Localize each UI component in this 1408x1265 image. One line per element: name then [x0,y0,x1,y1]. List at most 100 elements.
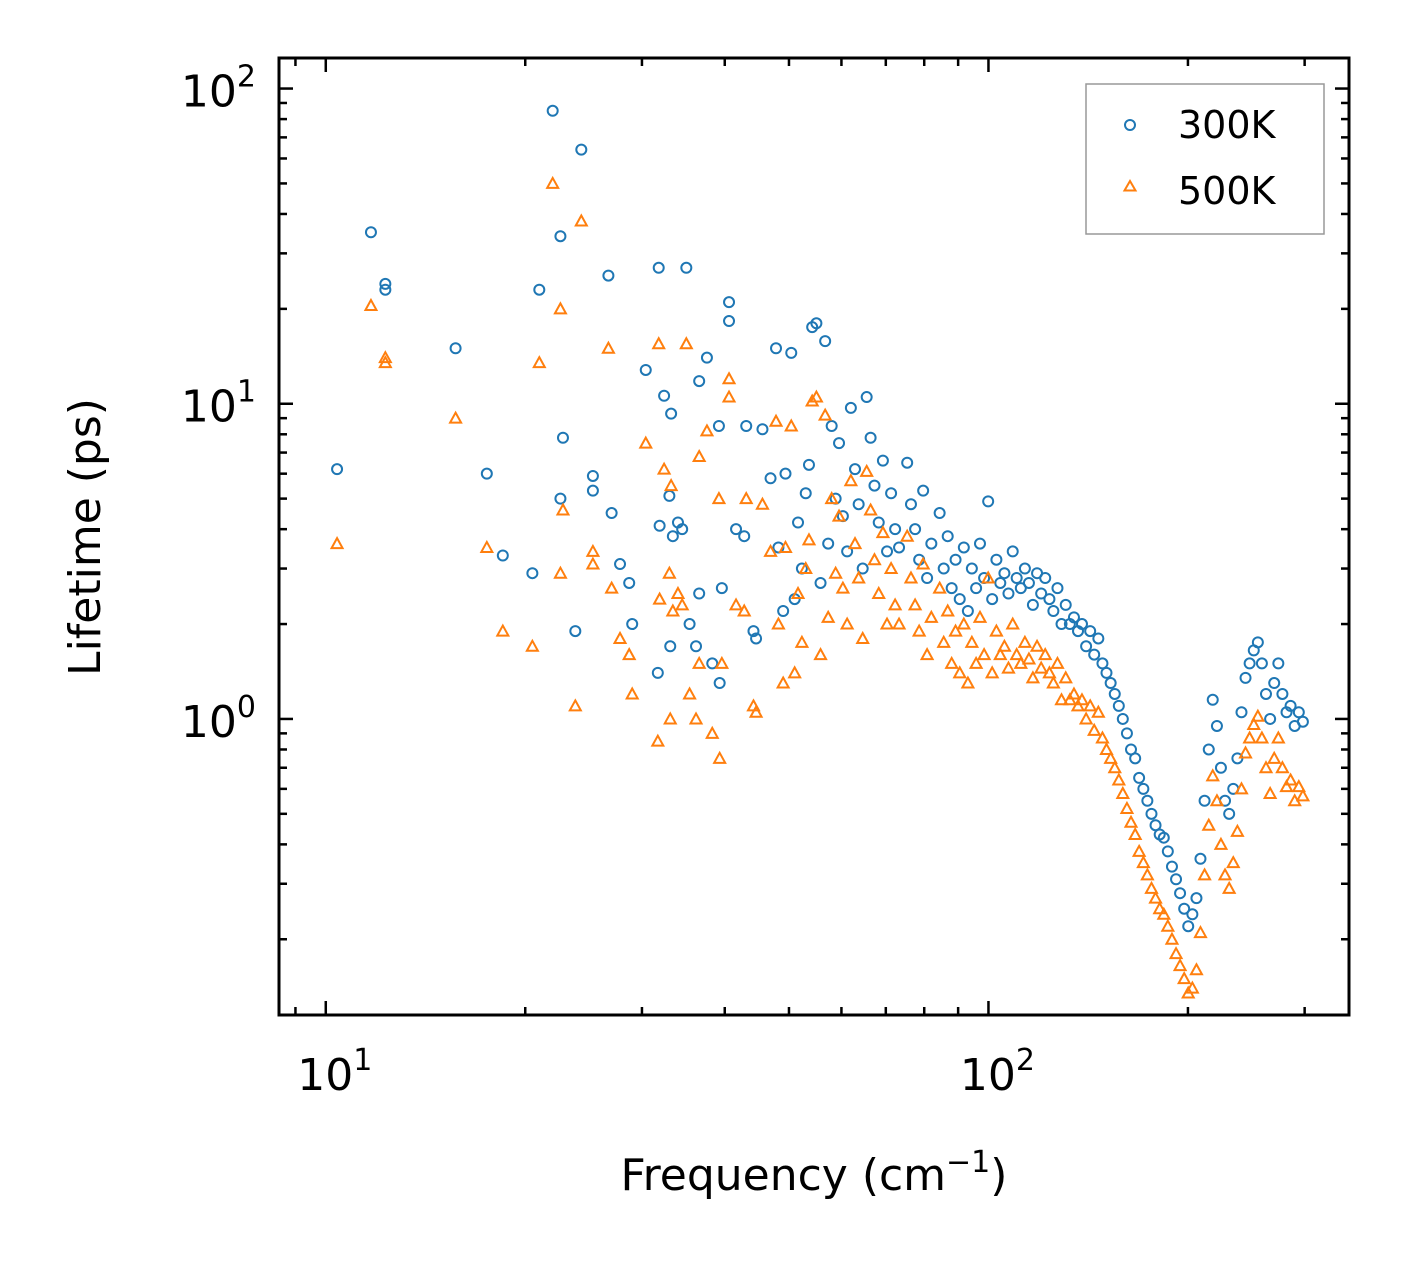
data-point-300k [756,423,769,436]
data-point-500k [1221,880,1237,894]
data-point-500k [670,585,686,600]
data-point-300k [1259,687,1272,700]
data-point-300k [961,605,974,618]
data-point-500k [1087,722,1102,736]
data-point-300k [1251,636,1264,649]
data-point-300k [1243,657,1256,670]
data-point-500k [794,634,810,648]
data-point-500k [1111,772,1127,786]
data-point-300k [1202,743,1215,756]
legend-500k-marker [1122,179,1138,192]
data-point-500k [1119,800,1135,814]
data-point-300k [1055,618,1068,631]
data-point-500k [839,616,855,630]
data-point-300k [1235,706,1248,719]
data-point-300k [480,467,493,480]
data-point-500k [363,297,379,311]
data-point-300k [569,625,582,638]
data-point-300k [779,467,792,480]
data-point-500k [1164,931,1180,945]
data-point-500k [674,597,690,611]
data-point-500k [1160,918,1176,932]
data-point-500k [712,750,727,764]
data-point-300k [819,335,832,348]
data-point-500k [1250,708,1266,722]
data-point-300k [750,632,763,645]
data-point-500k [1291,779,1307,793]
data-point-300k [556,431,569,444]
data-point-300k [885,487,898,500]
data-point-500k [944,655,959,669]
data-point-300k [1092,632,1105,645]
data-point-500k [1038,647,1053,661]
data-point-500k [790,585,806,600]
data-point-300k [949,553,962,566]
data-point-500k [863,502,878,516]
data-point-300k [1264,712,1277,725]
data-point-500k [976,647,992,661]
data-point-500k [688,711,704,725]
data-point-300k [586,484,599,497]
data-point-300k [1145,807,1158,820]
data-point-500k [784,418,799,432]
data-point-300k [937,562,950,575]
x-axis-title-close: ) [990,1150,1007,1201]
data-point-500k [903,570,919,584]
data-point-500k [1058,670,1073,684]
data-point-500k [699,423,715,437]
data-point-300k [849,463,862,476]
data-point-500k [1005,616,1020,630]
data-point-500k [691,655,707,669]
legend-300k-label: 300K [1178,103,1277,147]
data-point-500k [622,647,637,661]
data-point-300k [777,605,790,618]
data-point-300k [764,472,777,485]
data-point-300k [1108,687,1121,700]
data-point-500k [1103,750,1118,764]
data-point-300k [1239,671,1252,684]
data-point-500k [1217,867,1233,881]
data-point-300k [586,469,599,482]
data-point-500k [663,711,678,725]
data-point-300k [449,342,462,355]
data-point-300k [973,537,986,550]
data-point-500k [1193,924,1208,939]
data-point-300k [1268,677,1281,690]
data-point-500k [855,630,870,644]
y-tick-label: 102 [181,60,256,118]
data-point-300k [379,283,392,296]
data-point-500k [778,539,793,553]
data-point-300k [810,317,823,330]
data-point-500k [1213,836,1229,850]
data-point-500k [804,393,820,407]
data-point-300k [889,523,902,536]
data-point-500k [801,532,817,546]
data-point-500k [1001,660,1016,674]
data-point-300k [554,230,567,243]
data-point-500k [1148,890,1163,904]
data-point-300k [364,226,377,239]
data-point-500k [1042,665,1057,679]
data-point-500k [1201,817,1216,831]
data-point-300k [1190,892,1203,905]
data-point-500k [828,565,843,579]
data-point-300k [665,407,678,420]
data-point-300k [626,618,639,631]
data-point-500k [721,371,737,385]
data-point-300k [1210,719,1223,732]
data-point-300k [998,567,1011,580]
data-point-500k [1197,867,1212,881]
data-point-500k [993,647,1008,661]
data-point-300k [1223,807,1236,820]
data-point-300k [994,576,1007,589]
data-point-300k [770,342,783,355]
data-point-300k [1116,712,1129,725]
data-point-500k [665,603,681,617]
data-point-500k [1131,843,1147,857]
data-point-500k [585,543,601,557]
data-point-500k [1095,730,1110,744]
data-point-500k [1074,692,1090,706]
data-point-300k [623,576,636,589]
data-point-500k [612,630,628,644]
data-point-300k [881,545,894,558]
